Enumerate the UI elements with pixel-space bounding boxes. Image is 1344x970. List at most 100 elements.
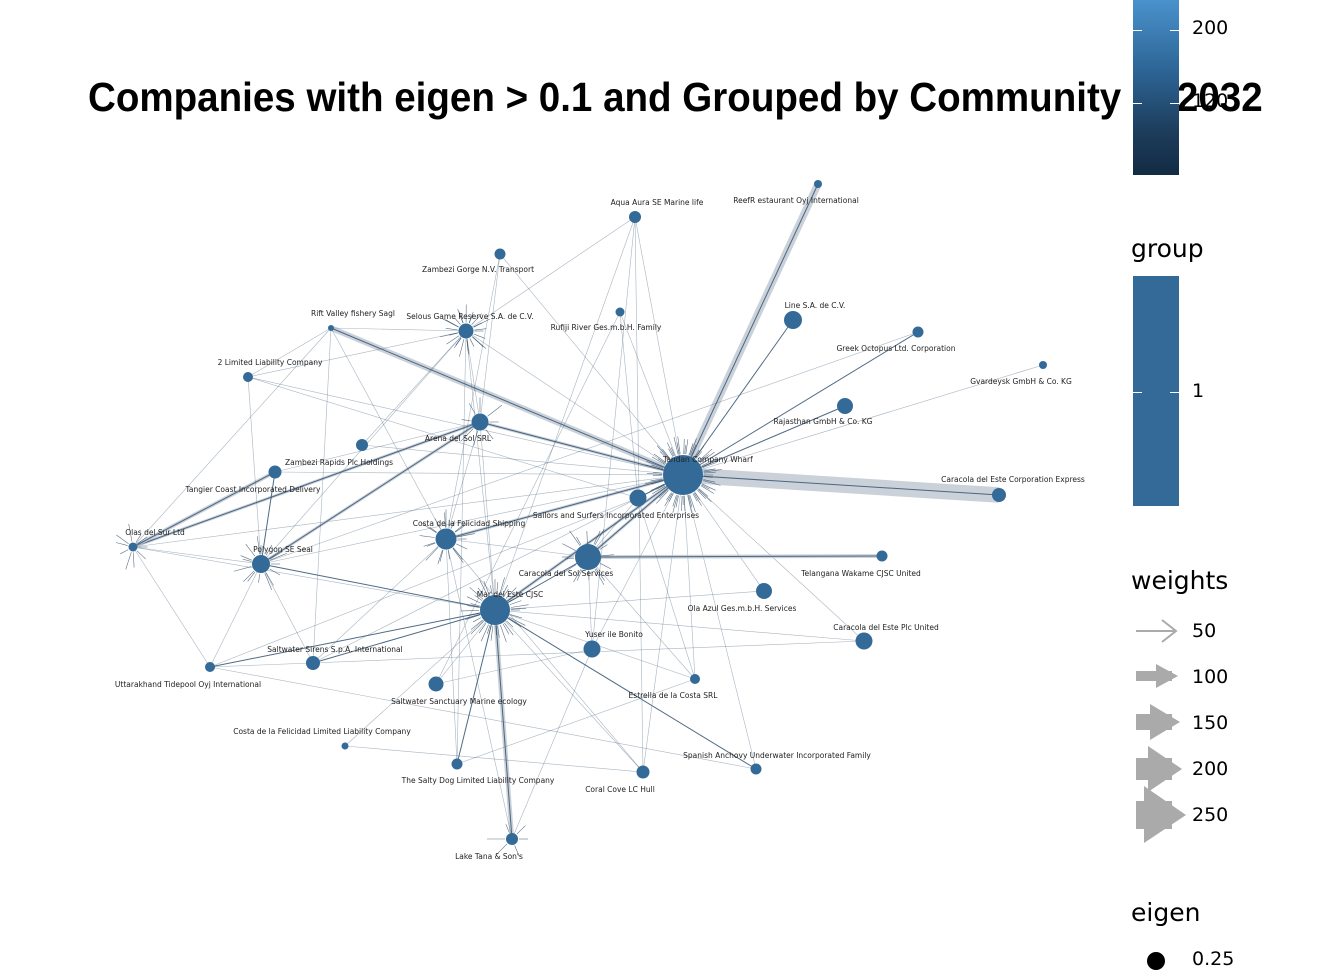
edge xyxy=(133,547,261,564)
node-label: Zambezi Rapids Plc Holdings xyxy=(285,458,393,467)
edge xyxy=(210,667,756,769)
group-tick-label: 1 xyxy=(1192,380,1204,402)
node-label: Rajasthan GmbH & Co. KG xyxy=(774,417,873,426)
node-coral[interactable] xyxy=(637,766,650,779)
node-label: The Salty Dog Limited Liability Company xyxy=(401,776,555,785)
edge xyxy=(495,610,864,641)
node-label: Mar del Este CJSC xyxy=(477,590,543,599)
node-felicidad-ship[interactable] xyxy=(436,529,457,550)
edge xyxy=(248,377,261,564)
node-aqua[interactable] xyxy=(629,211,641,223)
node-zrapids[interactable] xyxy=(356,439,368,451)
group-legend-title: group xyxy=(1131,234,1204,263)
eigen-legend-dot xyxy=(1147,952,1165,970)
colorbar-tick-right xyxy=(1170,103,1179,104)
node-olaazul[interactable] xyxy=(756,583,772,599)
node-label: Caracola del Este Corporation Express xyxy=(941,475,1085,484)
edge xyxy=(248,328,331,377)
edge xyxy=(210,564,261,667)
weights-tick-label: 150 xyxy=(1192,712,1228,734)
node-label: Selous Game Reserve S.A. de C.V. xyxy=(406,312,533,321)
edge xyxy=(133,547,495,610)
edge xyxy=(638,498,695,679)
node-caracola-plc[interactable] xyxy=(856,633,873,650)
node-label: Polygon SE Seal xyxy=(253,545,313,554)
node-sailors[interactable] xyxy=(630,490,647,507)
node-gvard[interactable] xyxy=(1039,361,1047,369)
node-arena[interactable] xyxy=(472,414,489,431)
edge xyxy=(683,184,818,475)
node-label: Lake Tana & Son's xyxy=(455,852,523,861)
colorbar-tick-right xyxy=(1170,30,1179,31)
node-greek[interactable] xyxy=(913,327,924,338)
node-saltsanct[interactable] xyxy=(429,677,444,692)
weights-key-100 xyxy=(1136,664,1178,688)
edge xyxy=(331,328,683,475)
node-spanish[interactable] xyxy=(751,764,762,775)
node-saltydog[interactable] xyxy=(452,759,463,770)
colorbar-tick-label: 200 xyxy=(1192,17,1228,39)
weights-tick-label: 50 xyxy=(1192,620,1216,642)
group-tick-left xyxy=(1133,392,1142,393)
node-estrella[interactable] xyxy=(690,674,700,684)
node-caracola-express[interactable] xyxy=(992,488,1006,502)
chart-title: Companies with eigen > 0.1 and Grouped b… xyxy=(88,74,1263,121)
node-zgorge[interactable] xyxy=(495,249,506,260)
node-label: Line S.A. de C.V. xyxy=(785,301,846,310)
eigen-tick-label: 0.25 xyxy=(1192,948,1234,970)
node-label: Caracola del Este Plc United xyxy=(833,623,939,632)
edge xyxy=(345,746,643,772)
node-line[interactable] xyxy=(784,311,802,329)
node-tangier[interactable] xyxy=(269,466,282,479)
node-two[interactable] xyxy=(243,372,253,382)
node-rajasthan[interactable] xyxy=(837,398,853,414)
node-rufiji[interactable] xyxy=(616,308,625,317)
node-selous[interactable] xyxy=(459,324,474,339)
weights-tick-label: 250 xyxy=(1192,804,1228,826)
node-telangana[interactable] xyxy=(877,551,888,562)
node-label: Aqua Aura SE Marine life xyxy=(611,198,704,207)
node-label: Rufiji River Ges.m.b.H. Family xyxy=(551,323,662,332)
node-label: Estrella de la Costa SRL xyxy=(629,691,719,700)
node-tana[interactable] xyxy=(506,833,518,845)
node-uttar[interactable] xyxy=(205,662,215,672)
node-mar[interactable] xyxy=(480,595,510,625)
node-label: Arena del Sol SRL xyxy=(425,434,492,443)
node-label: Saltwater Sirens S.p.A. International xyxy=(267,645,402,654)
edge xyxy=(500,254,683,475)
node-label: ReefR estaurant Oyj International xyxy=(733,196,859,205)
node-label: Costa de la Felicidad Limited Liability … xyxy=(233,727,411,736)
node-rift[interactable] xyxy=(328,325,334,331)
node-reef[interactable] xyxy=(814,180,822,188)
weights-tick-label: 200 xyxy=(1192,758,1228,780)
node-yuser[interactable] xyxy=(584,641,601,658)
node-polygon[interactable] xyxy=(252,555,270,573)
node-label: Rift Valley fishery Sagl xyxy=(311,309,395,318)
node-label: Spanish Anchovy Underwater Incorporated … xyxy=(683,751,871,760)
colorbar-tick-label: 120 xyxy=(1192,90,1228,112)
eigen-legend-title: eigen xyxy=(1131,898,1200,927)
group-tick-right xyxy=(1170,392,1179,393)
weights-legend-keys xyxy=(1130,608,1200,848)
node-label: Greek Octopus Ltd. Corporation xyxy=(836,344,955,353)
edge xyxy=(457,610,495,764)
node-olas[interactable] xyxy=(129,543,138,552)
node-saltsirens[interactable] xyxy=(306,656,320,670)
node-label: Uttarakhand Tidepool Oyj International xyxy=(115,680,261,689)
colorbar-legend xyxy=(1133,0,1179,175)
edge xyxy=(683,475,764,591)
node-label: Tangier Coast Incorporated Delivery xyxy=(185,485,321,494)
weights-key-150 xyxy=(1136,704,1180,740)
node-label: Olas del Sur Ltd xyxy=(125,528,185,537)
edge xyxy=(133,547,210,667)
edge xyxy=(313,328,331,663)
edge xyxy=(362,445,683,475)
node-caracola-serv[interactable] xyxy=(575,544,601,570)
weights-key-200 xyxy=(1136,746,1182,792)
colorbar-tick-left xyxy=(1133,30,1142,31)
edge xyxy=(512,649,592,839)
node-felicidad-llc[interactable] xyxy=(342,743,349,750)
group-legend-bar xyxy=(1133,276,1179,506)
node-label: 2 Limited Liability Company xyxy=(218,358,323,367)
node-label: Ola Azul Ges.m.b.H. Services xyxy=(688,604,797,613)
